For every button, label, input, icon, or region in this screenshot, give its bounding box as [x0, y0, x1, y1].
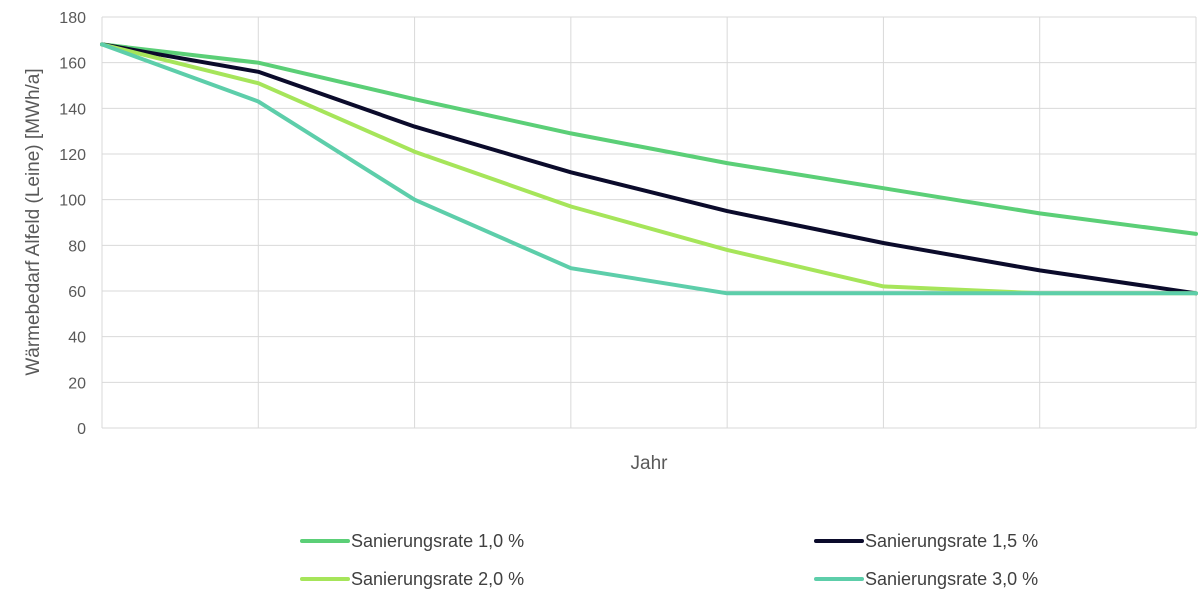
- legend-label: Sanierungsrate 1,0 %: [351, 531, 524, 551]
- data-series: [100, 42, 1198, 296]
- series-line-3: [100, 42, 1198, 296]
- gridlines: [101, 16, 1197, 429]
- y-tick-label: 120: [59, 147, 86, 164]
- y-tick-label: 160: [59, 56, 86, 73]
- y-tick-label: 80: [68, 238, 86, 255]
- legend-label: Sanierungsrate 2,0 %: [351, 569, 524, 589]
- y-tick-label: 140: [59, 101, 86, 118]
- series-line-4: [100, 42, 1198, 296]
- legend: Sanierungsrate 1,0 % Sanierungsrate 1,5 %…: [300, 531, 1038, 589]
- y-tick-label: 0: [77, 421, 86, 438]
- y-tick-label: 100: [59, 193, 86, 210]
- y-axis-ticks: 0 20 40 60 80 100 120 140 160 180: [59, 10, 86, 438]
- y-tick-label: 20: [68, 375, 86, 392]
- legend-label: Sanierungsrate 3,0 %: [865, 569, 1038, 589]
- y-tick-label: 60: [68, 284, 86, 301]
- series-line-2: [100, 42, 1198, 296]
- series-line-1: [100, 42, 1198, 236]
- x-axis-title: Jahr: [631, 453, 669, 474]
- y-tick-label: 180: [59, 10, 86, 27]
- y-axis-title: Wärmebedarf Alfeld (Leine) [MWh/a]: [23, 68, 44, 375]
- legend-label: Sanierungsrate 1,5 %: [865, 531, 1038, 551]
- y-tick-label: 40: [68, 330, 86, 347]
